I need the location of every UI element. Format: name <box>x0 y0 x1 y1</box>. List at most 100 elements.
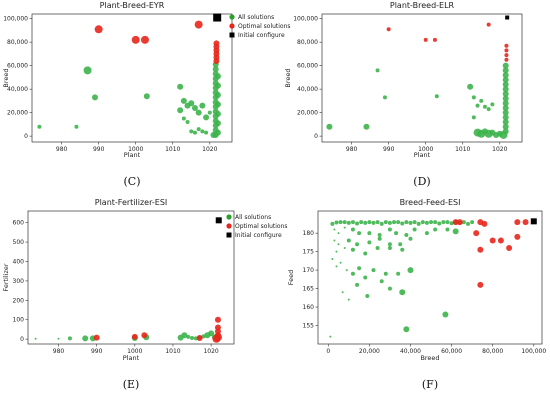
data-point-all <box>445 220 450 225</box>
data-point-all <box>429 220 434 225</box>
data-point-all <box>214 101 221 108</box>
chart-title: Plant-Breed-EYR <box>100 1 165 10</box>
data-point-all <box>347 298 350 301</box>
data-point-all <box>326 123 333 130</box>
data-point-all <box>387 242 392 247</box>
x-tick-label: 1010 <box>165 348 180 355</box>
y-tick-label: 170 <box>303 267 315 274</box>
data-point-all <box>387 245 392 250</box>
data-point-optimal <box>504 43 509 48</box>
data-point-optimal <box>141 332 148 339</box>
y-tick-label: 100,000 <box>3 16 28 23</box>
data-point-all <box>185 120 190 125</box>
data-point-all <box>337 243 340 246</box>
panel-f: Breed-Feed-ESI 0 20,000 40,000 60,000 80,000 1… <box>287 198 546 391</box>
data-point-all <box>212 66 219 73</box>
x-axis-label: Breed <box>420 354 439 362</box>
data-point-all <box>195 109 202 116</box>
data-point-all <box>339 261 342 264</box>
x-tick-label: 80,000 <box>482 348 503 355</box>
legend-marker <box>226 223 232 229</box>
data-point-optimal <box>423 37 428 42</box>
x-tick-label: 980 <box>346 146 358 153</box>
data-point-all <box>188 100 195 107</box>
data-point-all <box>208 330 215 337</box>
data-point-all <box>490 102 495 107</box>
data-point-all <box>363 220 368 225</box>
data-point-all <box>189 129 194 134</box>
data-point-all <box>502 86 509 93</box>
data-point-optimal <box>477 281 484 288</box>
data-point-all <box>449 221 454 226</box>
y-axis-label: Fertilizer <box>2 263 10 291</box>
legend-label: All solutions <box>235 214 271 221</box>
data-point-all <box>377 236 382 241</box>
data-point-all <box>442 311 449 318</box>
data-point-optimal <box>497 237 504 244</box>
data-point-all <box>363 251 368 256</box>
data-point-all <box>34 337 37 340</box>
x-tick-label: 1000 <box>128 146 143 153</box>
data-point-all <box>203 114 210 121</box>
data-point-optimal <box>131 333 138 340</box>
data-point-all <box>214 120 221 127</box>
data-point-optimal <box>214 324 221 331</box>
y-axis-label: Breed <box>284 68 292 87</box>
legend-label: All solutions <box>238 14 274 21</box>
data-point-all <box>408 236 413 241</box>
x-tick-label: 1020 <box>492 146 507 153</box>
data-point-all <box>412 227 417 232</box>
legend-marker <box>229 32 235 38</box>
data-point-all <box>502 119 509 126</box>
x-tick-label: 990 <box>93 146 105 153</box>
data-point-all <box>396 271 401 276</box>
y-tick-label: 180 <box>303 230 315 237</box>
data-point-all <box>383 220 388 225</box>
y-tick-label: 60,000 <box>297 63 318 70</box>
data-point-all <box>337 232 340 235</box>
data-point-all <box>355 221 360 226</box>
data-point-all <box>350 220 355 225</box>
y-tick-label: 200 <box>13 297 25 304</box>
data-point-all <box>333 228 336 231</box>
data-point-all <box>214 129 221 136</box>
data-point-all <box>408 220 413 225</box>
data-point-all <box>441 220 446 225</box>
data-point-all <box>434 94 439 99</box>
data-point-all <box>341 291 344 294</box>
data-point-all <box>470 220 475 225</box>
data-point-all <box>214 110 221 117</box>
data-point-all <box>399 289 406 296</box>
panel-label: (D) <box>413 175 430 188</box>
chart-title: Plant-Fertilizer-ESI <box>95 198 168 207</box>
data-point-all <box>350 247 355 252</box>
y-tick-label: 40,000 <box>297 86 318 93</box>
data-point-all <box>37 124 42 129</box>
data-point-optimal <box>93 334 100 341</box>
plot-area <box>317 210 543 345</box>
data-point-all <box>502 67 509 74</box>
y-tick-label: 175 <box>303 249 315 256</box>
data-point-all <box>214 73 221 80</box>
y-tick-label: 0 <box>20 336 24 343</box>
data-point-optimal <box>473 230 480 237</box>
y-tick-label: 20,000 <box>297 110 318 117</box>
data-point-all <box>190 335 195 340</box>
data-point-all <box>466 221 471 226</box>
data-point-all <box>199 102 206 109</box>
data-point-all <box>181 332 188 339</box>
data-point-optimal <box>514 219 521 226</box>
data-point-all <box>403 326 410 333</box>
data-point-all <box>502 123 509 130</box>
data-point-all <box>331 258 334 261</box>
data-point-all <box>375 68 380 73</box>
legend-marker <box>229 14 235 20</box>
data-point-all <box>143 93 150 100</box>
y-tick-label: 100 <box>13 317 25 324</box>
x-axis-label: Plant <box>123 354 140 362</box>
data-point-all <box>400 247 405 252</box>
data-point-all <box>214 92 221 99</box>
data-point-all <box>502 62 509 69</box>
data-point-all <box>329 335 332 338</box>
data-point-all <box>355 282 360 287</box>
